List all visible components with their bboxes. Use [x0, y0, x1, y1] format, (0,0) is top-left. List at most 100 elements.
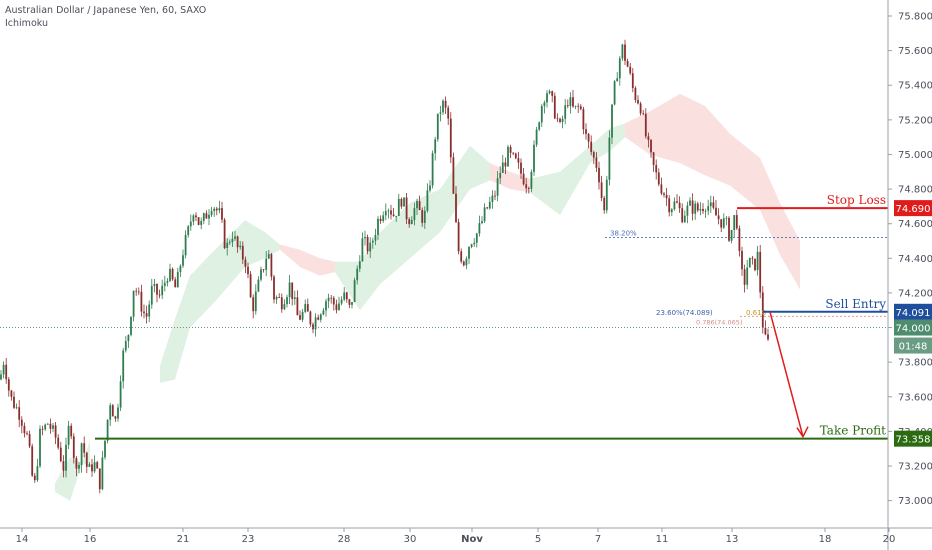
candle [345, 291, 348, 303]
candle [569, 92, 572, 114]
candle [574, 105, 577, 110]
candle [621, 43, 624, 61]
candle [691, 193, 694, 221]
candle-body [403, 197, 405, 207]
candle [7, 377, 10, 397]
candle-body [410, 219, 413, 225]
candle [18, 399, 21, 428]
candle-body [650, 139, 652, 153]
candle [351, 302, 353, 309]
candle-body [421, 210, 424, 223]
candle-body [673, 201, 676, 210]
candle-body [111, 405, 114, 417]
candle [660, 177, 663, 196]
candle [751, 255, 754, 265]
candle [184, 230, 187, 259]
candle [595, 152, 598, 173]
fib-618-label: 0.618 [746, 309, 766, 317]
candle-body [345, 292, 348, 300]
candle-body [733, 215, 736, 230]
candle-body [637, 100, 639, 104]
stop-loss-label: Stop Loss [827, 193, 886, 207]
candle-body [304, 304, 307, 312]
candle [306, 298, 309, 312]
candle [382, 211, 385, 223]
candle-body [26, 433, 28, 435]
candle-body [46, 423, 49, 425]
candle-body [533, 144, 535, 172]
candle-body [280, 297, 283, 310]
candle [343, 287, 346, 302]
candle [161, 279, 164, 300]
candle [119, 375, 122, 411]
candle [236, 235, 239, 253]
candle-body [491, 195, 494, 202]
candle-body [283, 304, 286, 310]
candle [733, 214, 736, 237]
candle-body [15, 407, 18, 409]
candle [340, 296, 343, 306]
candle-body [759, 251, 762, 293]
candle-body [171, 268, 174, 280]
candle [699, 202, 702, 216]
candle-body [70, 425, 73, 437]
candle [75, 456, 78, 477]
candlestick-series [0, 39, 769, 494]
candle-body [436, 113, 439, 140]
candle [741, 246, 743, 276]
candle [270, 252, 273, 281]
candle [98, 468, 101, 494]
candle [57, 434, 60, 450]
time-axis[interactable]: 14 16 21 23 28 30 Nov 5 7 11 13 18 20 [0, 527, 932, 545]
candle-body [325, 301, 327, 311]
candle-body [618, 58, 621, 79]
candle [767, 328, 769, 342]
symbol-title: Australian Dollar / Japanese Yen, 60, SA… [5, 5, 207, 16]
candle-body [88, 464, 91, 467]
candle-body [13, 396, 15, 408]
candle [668, 195, 671, 217]
price-tick-label: 73.600 [898, 392, 932, 403]
price-axis[interactable]: 73.00073.20073.40073.60073.80074.00074.2… [887, 0, 932, 550]
candle [91, 458, 93, 477]
candle-body [730, 229, 733, 241]
candle-body [122, 350, 125, 382]
candle [239, 241, 242, 250]
candle-body [182, 255, 184, 266]
candle [426, 183, 429, 213]
candle [377, 216, 379, 240]
candle [252, 294, 255, 319]
candle [247, 262, 249, 279]
time-tick-label: 28 [338, 534, 351, 545]
candle [221, 201, 223, 223]
candle-body [712, 202, 715, 208]
candle [530, 169, 533, 193]
candle-body [455, 193, 457, 223]
candle [678, 196, 681, 213]
candle-body [390, 210, 392, 215]
candle [494, 190, 496, 201]
candle-body [314, 317, 317, 330]
candle [358, 255, 361, 273]
candle [241, 241, 244, 264]
candle [369, 237, 372, 259]
candle [551, 90, 554, 103]
candle [457, 218, 460, 255]
candle-body [577, 105, 580, 107]
candle-body [33, 475, 36, 481]
candle-body [452, 157, 455, 194]
candle [694, 200, 697, 220]
candle-body [748, 257, 751, 268]
candle-body [288, 282, 291, 298]
candle-body [473, 242, 476, 245]
candle [507, 144, 509, 167]
candle [166, 278, 169, 287]
candle [208, 209, 210, 226]
candle-body [275, 296, 278, 300]
candle-body [405, 197, 408, 220]
candle [605, 175, 608, 214]
candle-body [507, 146, 509, 167]
candle-body [340, 299, 343, 304]
candle [481, 216, 483, 225]
